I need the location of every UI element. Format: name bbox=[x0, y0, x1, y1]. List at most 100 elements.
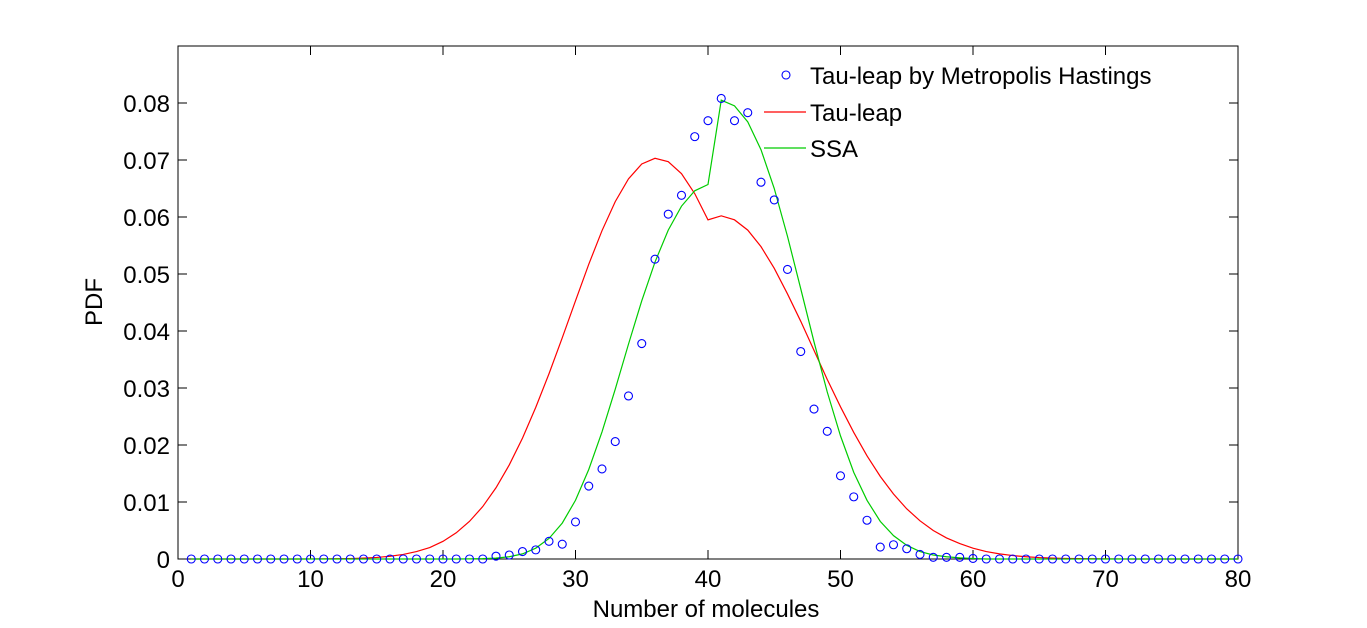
x-axis: 0 10 20 30 40 50 60 70 80 bbox=[171, 46, 1251, 593]
data-point bbox=[1021, 554, 1031, 564]
data-point bbox=[478, 554, 488, 564]
data-point bbox=[915, 549, 925, 559]
data-point bbox=[875, 542, 885, 552]
data-point bbox=[570, 517, 581, 527]
data-point bbox=[650, 254, 660, 264]
data-point bbox=[597, 464, 607, 474]
y-tick-label: 0 bbox=[157, 547, 170, 574]
data-point bbox=[504, 550, 514, 560]
data-point bbox=[213, 554, 223, 564]
y-axis-label: PDF bbox=[81, 278, 108, 326]
data-point bbox=[690, 132, 700, 142]
data-point bbox=[1206, 554, 1217, 564]
data-point bbox=[1008, 554, 1018, 564]
data-point bbox=[425, 554, 435, 564]
data-point bbox=[729, 116, 740, 126]
data-point bbox=[955, 552, 965, 562]
data-point bbox=[862, 515, 872, 525]
data-point bbox=[531, 545, 541, 555]
data-point bbox=[1100, 554, 1111, 564]
x-tick-label: 30 bbox=[562, 566, 589, 593]
data-point bbox=[1220, 554, 1230, 564]
data-point bbox=[464, 554, 475, 564]
legend-marker bbox=[781, 70, 791, 80]
data-point bbox=[1061, 554, 1071, 564]
data-point bbox=[756, 177, 766, 187]
data-point bbox=[252, 554, 263, 564]
data-point bbox=[358, 554, 369, 564]
y-tick-label: 0.05 bbox=[123, 262, 170, 289]
legend: Tau-leap by Metropolis Hastings Tau-leap S… bbox=[764, 63, 1152, 163]
data-point bbox=[226, 554, 236, 564]
data-point bbox=[782, 264, 793, 274]
data-point bbox=[703, 116, 713, 126]
x-axis-label: Number of molecules bbox=[593, 596, 820, 623]
legend-label: Tau-leap by Metropolis Hastings bbox=[810, 63, 1152, 90]
data-point bbox=[981, 554, 991, 564]
data-point bbox=[305, 554, 316, 564]
data-point bbox=[1180, 554, 1190, 564]
data-point bbox=[199, 554, 210, 564]
x-tick-label: 70 bbox=[1092, 566, 1119, 593]
data-point bbox=[928, 552, 938, 562]
data-point bbox=[743, 108, 753, 118]
data-point bbox=[1140, 554, 1150, 564]
y-tick-label: 0.02 bbox=[123, 433, 170, 460]
data-point bbox=[345, 554, 355, 564]
data-point bbox=[332, 554, 342, 564]
y-tick-label: 0.04 bbox=[123, 319, 170, 346]
data-point bbox=[1127, 554, 1137, 564]
data-point bbox=[663, 209, 673, 219]
y-tick-label: 0.06 bbox=[123, 205, 170, 232]
data-point bbox=[544, 536, 554, 546]
data-point bbox=[1193, 554, 1203, 564]
legend-label: SSA bbox=[810, 136, 858, 163]
data-point bbox=[372, 554, 382, 564]
data-point bbox=[292, 554, 302, 564]
y-tick-label: 0.01 bbox=[123, 490, 170, 517]
x-tick-label: 40 bbox=[695, 566, 722, 593]
data-point bbox=[239, 554, 249, 564]
data-point bbox=[1047, 554, 1058, 564]
x-tick-label: 10 bbox=[297, 566, 324, 593]
x-tick-label: 20 bbox=[430, 566, 457, 593]
plot-area bbox=[177, 45, 1239, 560]
data-point bbox=[385, 554, 395, 564]
data-point bbox=[1074, 554, 1084, 564]
y-tick-label: 0.03 bbox=[123, 376, 170, 403]
data-point bbox=[451, 554, 461, 564]
y-axis: 0 0.01 0.02 0.03 0.04 0.05 0.06 0.07 0.08 bbox=[123, 91, 1238, 574]
data-point bbox=[279, 554, 289, 564]
data-point bbox=[849, 492, 859, 502]
data-point bbox=[835, 471, 846, 481]
y-tick-label: 0.08 bbox=[123, 91, 170, 118]
x-tick-label: 50 bbox=[827, 566, 854, 593]
data-point bbox=[994, 554, 1005, 564]
series-line bbox=[191, 99, 1238, 560]
data-point bbox=[517, 547, 528, 557]
x-tick-label: 60 bbox=[960, 566, 987, 593]
data-point bbox=[1153, 554, 1164, 564]
data-point bbox=[902, 544, 912, 554]
data-point bbox=[623, 391, 634, 401]
data-point bbox=[266, 554, 276, 564]
data-point bbox=[319, 554, 329, 564]
data-point bbox=[941, 552, 952, 562]
data-point bbox=[888, 540, 899, 550]
data-point bbox=[1034, 554, 1044, 564]
data-point bbox=[822, 426, 832, 436]
data-point bbox=[1114, 554, 1124, 564]
legend-label: Tau-leap bbox=[810, 100, 902, 127]
data-point bbox=[610, 437, 620, 447]
data-point bbox=[438, 554, 448, 564]
x-tick-label: 0 bbox=[171, 566, 184, 593]
x-tick-label: 80 bbox=[1225, 566, 1252, 593]
data-point bbox=[186, 554, 196, 564]
y-tick-label: 0.07 bbox=[123, 148, 170, 175]
data-point bbox=[1233, 554, 1243, 564]
data-point bbox=[411, 554, 422, 564]
series-line bbox=[191, 157, 1238, 560]
data-point bbox=[557, 539, 567, 549]
data-point bbox=[398, 554, 408, 564]
